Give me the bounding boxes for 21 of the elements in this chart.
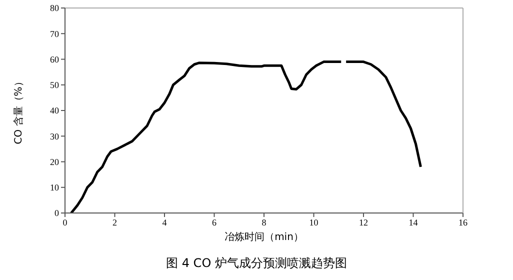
x-tick-label: 12 <box>359 217 368 228</box>
y-tick-label: 0 <box>54 208 60 218</box>
x-tick-label: 6 <box>212 217 217 228</box>
y-tick-label: 40 <box>50 106 60 116</box>
x-tick-label: 16 <box>458 217 468 228</box>
x-tick-label: 14 <box>408 217 418 228</box>
y-tick-label: 20 <box>50 156 60 167</box>
y-tick-label: 60 <box>50 54 60 64</box>
y-axis-title: CO 含量（%） <box>12 76 25 144</box>
x-tick-label: 4 <box>162 217 168 228</box>
x-tick-label: 0 <box>62 217 68 228</box>
x-tick-label: 8 <box>262 217 267 228</box>
y-tick-label: 80 <box>50 3 60 14</box>
x-axis-title: 冶炼时间（min） <box>224 230 304 244</box>
y-tick-label: 50 <box>50 80 60 90</box>
y-tick-label: 70 <box>50 28 60 39</box>
x-tick-label: 10 <box>309 217 319 228</box>
text: 图 4 CO 炉气成分预测喷溅趋势图 <box>165 255 348 272</box>
y-tick-label: 30 <box>50 131 60 142</box>
x-tick-label: 2 <box>112 217 117 228</box>
y-tick-label: 10 <box>50 182 60 193</box>
